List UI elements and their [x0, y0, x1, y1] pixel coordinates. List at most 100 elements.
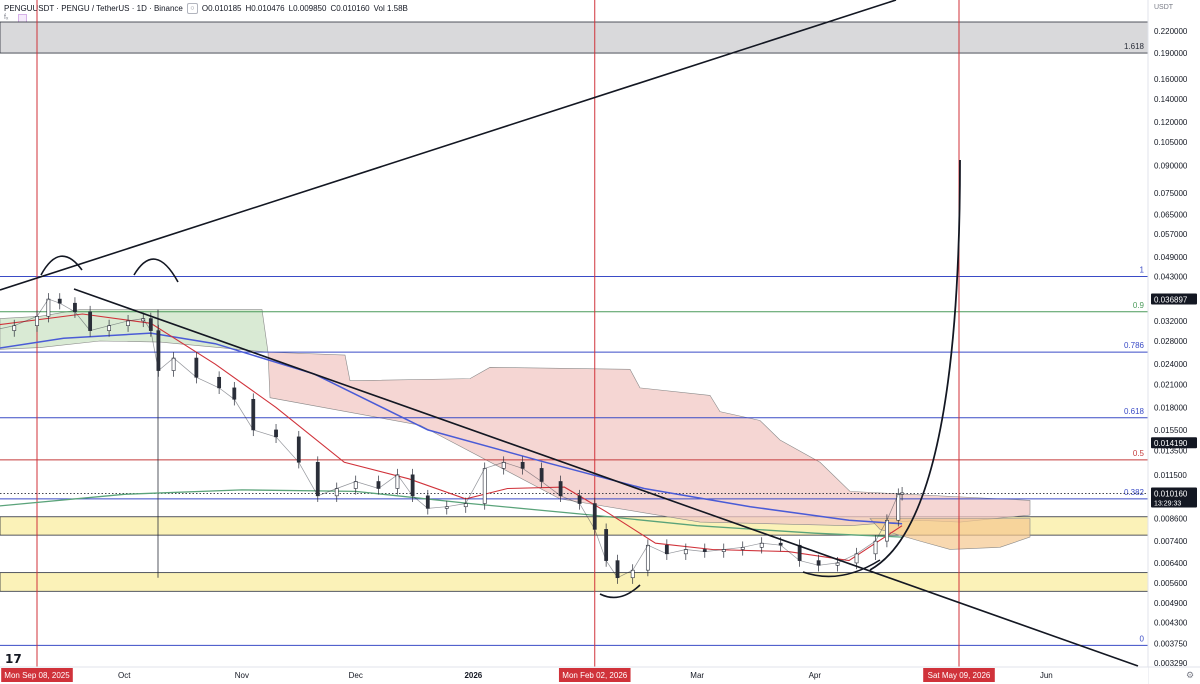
- time-tick-label: Nov: [235, 671, 249, 680]
- time-tick-label: Oct: [118, 671, 131, 680]
- price-tick-label: 0.004300: [1154, 619, 1188, 628]
- ohlc-open: O0.010185: [201, 4, 242, 13]
- price-tick-label: 0.005600: [1154, 579, 1188, 588]
- eye-icon[interactable]: ○: [186, 3, 198, 14]
- time-tick-label: Jun: [1040, 671, 1053, 680]
- price-tick-label: 0.003750: [1154, 639, 1188, 648]
- descending-trendline: [73, 288, 1139, 667]
- candle-body: [251, 399, 256, 431]
- candle-body: [854, 553, 859, 564]
- candle-body: [873, 540, 878, 555]
- price-tick-label: 0.140000: [1154, 95, 1188, 104]
- candle-body: [645, 544, 650, 571]
- candle-body: [425, 495, 430, 509]
- candle-body: [46, 298, 51, 317]
- candle-body: [73, 302, 77, 313]
- price-tick-label: 0.075000: [1154, 189, 1188, 198]
- ema-mid-line: [0, 332, 903, 525]
- candle-body: [520, 461, 525, 469]
- time-tick-label: 2026: [464, 671, 482, 680]
- arc-bottom-left: [599, 584, 641, 599]
- price-tick-label: 0.007400: [1154, 537, 1188, 546]
- candle-body: [797, 544, 802, 561]
- price-tick-label: 0.043000: [1154, 272, 1188, 281]
- tradingview-logo-icon[interactable]: 17: [5, 652, 22, 666]
- candle-body: [88, 311, 93, 331]
- candle-body: [885, 519, 889, 542]
- arc-top-right: [133, 258, 179, 283]
- candle-body: [334, 488, 339, 497]
- ichimoku-cloud-red: [267, 351, 1031, 526]
- candle-body: [683, 549, 688, 555]
- price-tag-bg: [1151, 293, 1197, 305]
- price-tick-label: 0.024000: [1154, 360, 1188, 369]
- candle-body: [107, 325, 111, 331]
- price-tick-label: 0.160000: [1154, 75, 1188, 84]
- fib-label-0.786: 0.786: [1124, 341, 1145, 350]
- candle-body: [217, 376, 222, 389]
- arc-top-left: [40, 255, 83, 276]
- ohlc-high: H0.010476: [245, 4, 285, 13]
- price-tick-label: 0.032000: [1154, 317, 1188, 326]
- price-tick-label: 0.004900: [1154, 599, 1188, 608]
- price-tick-label: 0.065000: [1154, 210, 1188, 219]
- candle-body: [194, 357, 199, 378]
- price-tick-label: 0.090000: [1154, 161, 1188, 170]
- date-marker-tag: [923, 668, 995, 682]
- price-tick-label: 0.120000: [1154, 118, 1188, 127]
- candle-body: [558, 481, 563, 497]
- price-tick-label: 0.013500: [1154, 447, 1188, 456]
- time-tick-label: Apr: [809, 671, 822, 680]
- time-tick-label: Dec: [349, 671, 363, 680]
- candle-body: [816, 560, 821, 566]
- fib-label-0.618: 0.618: [1124, 407, 1145, 416]
- price-tag-bg: [1151, 487, 1197, 508]
- gear-icon[interactable]: ⚙: [1186, 670, 1195, 680]
- price-tag-countdown: 13:29:33: [1154, 500, 1181, 507]
- indicators-icon[interactable]: fₓ: [4, 14, 9, 21]
- price-tick-label: 0.008600: [1154, 515, 1188, 524]
- ohlc-low: L0.009850: [288, 4, 327, 13]
- parabolic-curve: [869, 159, 961, 571]
- price-tag-value: 0.014190: [1154, 439, 1188, 448]
- time-tick-label: Mar: [690, 671, 704, 680]
- price-tick-label: 0.049000: [1154, 253, 1188, 262]
- currency-label: USDT: [1154, 4, 1174, 11]
- candle-body: [353, 481, 358, 489]
- price-tick-label: 0.028000: [1154, 337, 1188, 346]
- close-line: [0, 298, 903, 579]
- price-tick-label: 0.018000: [1154, 403, 1188, 412]
- fib-label-0.382: 0.382: [1124, 488, 1145, 497]
- candle-body: [12, 325, 17, 331]
- volume-value: Vol 1.58B: [373, 4, 408, 13]
- candle-body: [630, 569, 635, 579]
- candle-body: [232, 387, 237, 400]
- candle-body: [604, 529, 609, 561]
- candle-body: [501, 461, 506, 469]
- price-tick-label: 0.220000: [1154, 27, 1188, 36]
- zone-1: [0, 21, 1149, 54]
- candle-body: [410, 474, 415, 497]
- date-marker-label: Mon Feb 02, 2026: [562, 671, 627, 680]
- price-tag-value: 0.036897: [1154, 295, 1188, 304]
- date-marker-label: Mon Sep 08, 2025: [4, 671, 70, 680]
- price-tick-label: 0.021000: [1154, 380, 1188, 389]
- price-tick-label: 0.006400: [1154, 559, 1188, 568]
- ohlc-close: C0.010160: [330, 4, 370, 13]
- arc-bottom-right: [802, 559, 881, 578]
- price-tick-label: 0.011500: [1154, 471, 1187, 480]
- price-axis-bg: [1148, 0, 1200, 684]
- zone-3: [0, 572, 1149, 592]
- candle-body: [664, 544, 669, 555]
- candle-body: [35, 315, 39, 326]
- price-tick-label: 0.003290: [1154, 659, 1188, 668]
- candle-body: [615, 560, 620, 579]
- fib-label-0: 0: [1140, 634, 1145, 643]
- symbol-label[interactable]: PENGUUSDT · PENGU / TetherUS · 1D · Bina…: [4, 4, 183, 13]
- candle-body: [171, 357, 176, 371]
- fib-label-0.5: 0.5: [1133, 449, 1145, 458]
- candle-body: [126, 320, 130, 326]
- long-uptrend-line: [0, 0, 897, 291]
- candle-body: [482, 468, 487, 504]
